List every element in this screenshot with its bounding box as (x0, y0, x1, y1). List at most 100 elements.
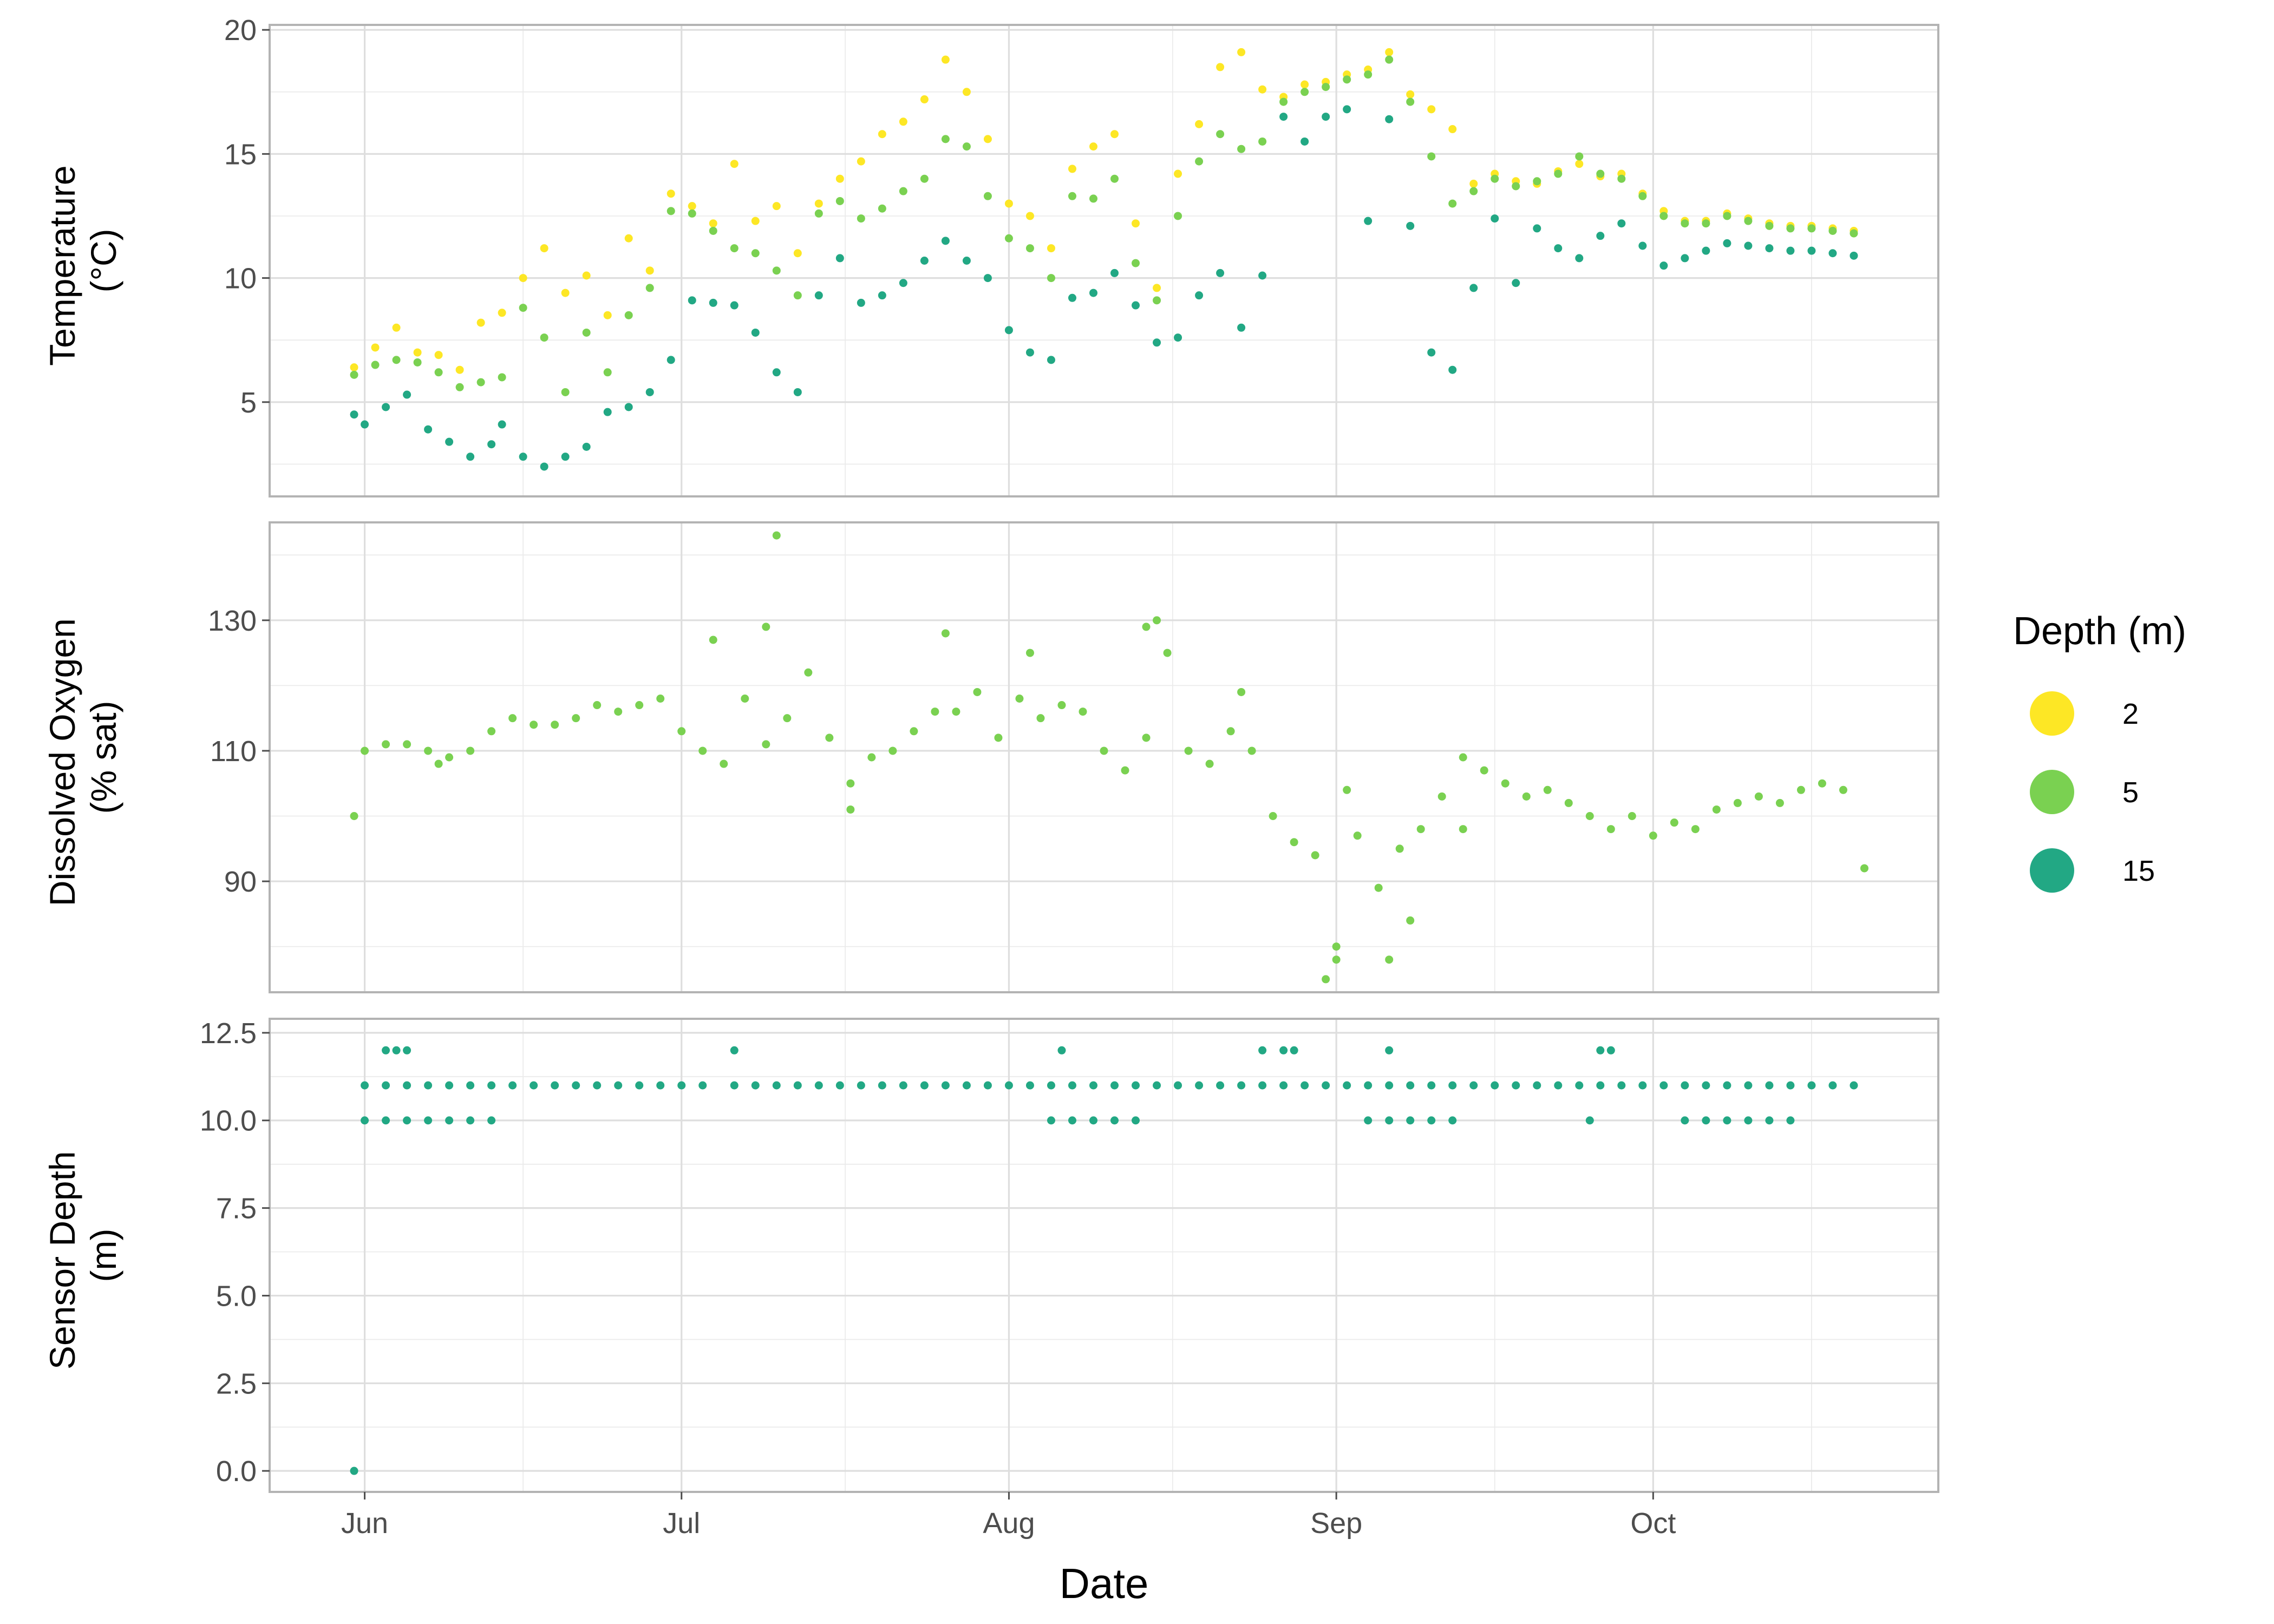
legend-key-depth-15 (2030, 848, 2074, 893)
sensor-depth-point-depth-15 (1290, 1046, 1298, 1055)
dissolved-oxygen-point-depth-5 (1691, 825, 1700, 834)
temperature-point-depth-15 (1807, 246, 1816, 255)
dissolved-oxygen-point-depth-5 (804, 668, 813, 677)
sensor-depth-point-depth-15 (1279, 1046, 1288, 1055)
sensor-depth-point-depth-15 (1575, 1081, 1584, 1090)
temperature-point-depth-15 (1153, 338, 1161, 347)
temperature-point-depth-2 (709, 219, 717, 228)
temperature-point-depth-2 (1004, 199, 1013, 208)
x-tick-label: Jun (341, 1507, 388, 1540)
sensor-depth-point-depth-15 (1174, 1081, 1182, 1090)
sensor-depth-point-depth-15 (857, 1081, 865, 1090)
temperature-point-depth-15 (772, 368, 781, 377)
sensor-depth-point-depth-15 (1596, 1081, 1605, 1090)
temperature-point-depth-15 (1554, 244, 1563, 253)
temperature-point-depth-2 (835, 174, 844, 183)
temperature-point-depth-2 (1575, 160, 1584, 168)
sensor-depth-y-tick-label: 12.5 (200, 1017, 257, 1050)
temperature-point-depth-2 (962, 88, 971, 96)
temperature-point-depth-5 (1469, 187, 1478, 195)
sensor-depth-point-depth-15 (403, 1046, 411, 1055)
temperature-point-depth-15 (1089, 289, 1097, 297)
temperature-point-depth-5 (1533, 177, 1541, 186)
temperature-point-depth-2 (666, 189, 675, 198)
temperature-point-depth-2 (476, 318, 485, 327)
sensor-depth-point-depth-15 (1322, 1081, 1330, 1090)
x-axis-title: Date (1060, 1560, 1149, 1607)
sensor-depth-panel: 0.0 2.5 5.0 7.5 10.0 12.5 Sensor Depth (m) (42, 1017, 1939, 1493)
temperature-point-depth-5 (730, 244, 739, 253)
temperature-point-depth-15 (1512, 279, 1520, 287)
temperature-point-depth-2 (371, 343, 380, 352)
temperature-point-depth-5 (582, 328, 591, 337)
dissolved-oxygen-point-depth-5 (888, 746, 897, 755)
temperature-point-depth-15 (962, 257, 971, 265)
temperature-point-depth-15 (709, 298, 717, 307)
temperature-point-depth-2 (1216, 63, 1225, 71)
temperature-point-depth-5 (519, 304, 527, 312)
sensor-depth-point-depth-15 (382, 1116, 390, 1125)
sensor-depth-axis-title-line-2: (m) (83, 1229, 123, 1282)
sensor-depth-point-depth-15 (1025, 1081, 1034, 1090)
sensor-depth-point-depth-15 (1132, 1116, 1140, 1125)
dissolved-oxygen-point-depth-5 (466, 746, 475, 755)
temperature-point-depth-2 (624, 234, 633, 243)
temperature-point-depth-5 (1279, 97, 1288, 106)
sensor-depth-y-tick-label: 0.0 (216, 1455, 257, 1488)
dissolved-oxygen-point-depth-5 (910, 727, 918, 736)
temperature-point-depth-15 (1427, 348, 1436, 357)
temperature-point-depth-15 (382, 403, 390, 411)
temperature-y-tick-label: 5 (240, 387, 257, 419)
dissolved-oxygen-point-depth-5 (1712, 805, 1721, 814)
sensor-depth-point-depth-15 (698, 1081, 707, 1090)
temperature-point-depth-15 (561, 453, 570, 461)
dissolved-oxygen-point-depth-5 (709, 636, 717, 644)
dissolved-oxygen-point-depth-5 (1818, 779, 1826, 788)
temperature-point-depth-5 (624, 311, 633, 319)
dissolved-oxygen-point-depth-5 (1385, 955, 1394, 964)
sensor-depth-point-depth-15 (1448, 1116, 1457, 1125)
sensor-depth-point-depth-15 (1004, 1081, 1013, 1090)
sensor-depth-axis-title-line-1: Sensor Depth (42, 1151, 82, 1370)
temperature-point-depth-15 (1659, 261, 1668, 270)
dissolved-oxygen-point-depth-5 (1353, 831, 1362, 840)
dissolved-oxygen-point-depth-5 (551, 721, 559, 729)
dissolved-oxygen-point-depth-5 (1437, 792, 1446, 801)
temperature-point-depth-15 (1385, 115, 1394, 123)
dissolved-oxygen-axis-title-line-2: (% sat) (83, 700, 123, 814)
temperature-point-depth-15 (445, 437, 454, 446)
temperature-y-axis: 5 10 15 20 (224, 14, 270, 419)
sensor-depth-point-depth-15 (677, 1081, 686, 1090)
dissolved-oxygen-point-depth-5 (941, 629, 950, 638)
dissolved-oxygen-point-depth-5 (1142, 734, 1151, 742)
sensor-depth-point-depth-15 (1744, 1081, 1753, 1090)
dissolved-oxygen-points (350, 531, 1868, 984)
temperature-point-depth-5 (1744, 217, 1753, 225)
temperature-point-depth-5 (371, 361, 380, 369)
sensor-depth-panel-frame (269, 1018, 1939, 1493)
temperature-point-depth-15 (1174, 333, 1182, 342)
dissolved-oxygen-point-depth-5 (1395, 844, 1404, 853)
temperature-point-depth-2 (350, 363, 358, 372)
temperature-point-depth-15 (540, 462, 548, 471)
temperature-point-depth-15 (920, 257, 929, 265)
temperature-point-depth-15 (1216, 269, 1225, 277)
dissolved-oxygen-point-depth-5 (1205, 759, 1214, 768)
dissolved-oxygen-point-depth-5 (572, 714, 580, 723)
dissolved-oxygen-point-depth-5 (382, 740, 390, 749)
dissolved-oxygen-axis-title: Dissolved Oxygen (% sat) (42, 608, 123, 906)
temperature-point-depth-15 (582, 442, 591, 451)
dissolved-oxygen-point-depth-5 (508, 714, 517, 723)
sensor-depth-point-depth-15 (1301, 1081, 1309, 1090)
sensor-depth-point-depth-15 (1057, 1046, 1066, 1055)
temperature-point-depth-2 (899, 117, 907, 126)
temperature-point-depth-15 (487, 440, 496, 449)
temperature-point-depth-5 (1132, 259, 1140, 267)
temperature-point-depth-5 (941, 135, 950, 143)
sensor-depth-point-depth-15 (1343, 1081, 1351, 1090)
temperature-point-depth-15 (857, 298, 865, 307)
dissolved-oxygen-point-depth-5 (1184, 746, 1193, 755)
temperature-point-depth-15 (1638, 241, 1647, 250)
sensor-depth-point-depth-15 (1237, 1081, 1246, 1090)
dissolved-oxygen-point-depth-5 (1290, 838, 1298, 847)
